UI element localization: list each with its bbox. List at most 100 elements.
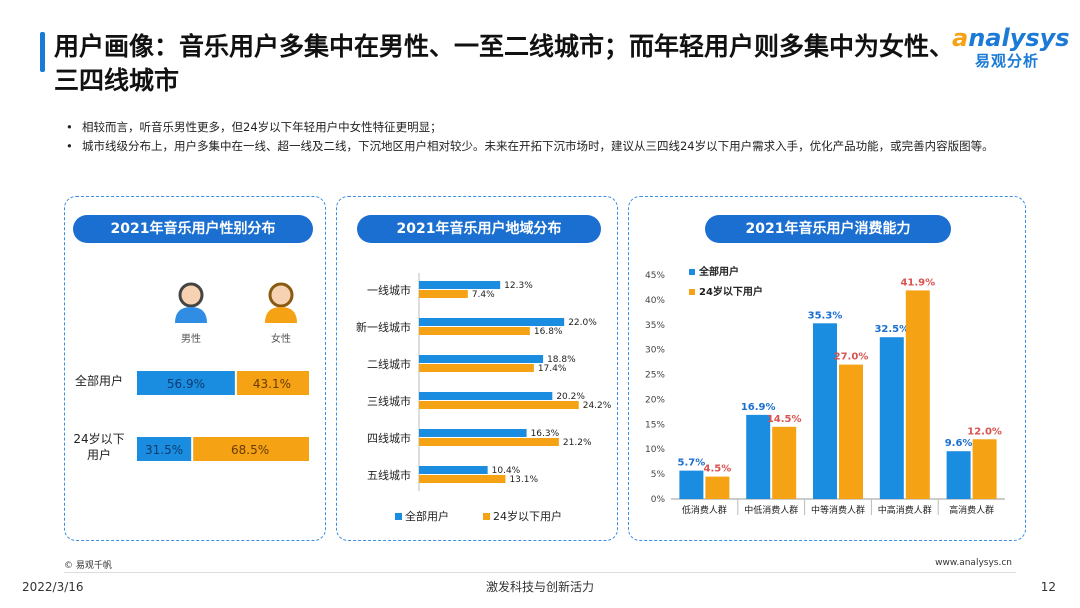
summary-bullets: 相较而言，听音乐男性更多，但24岁以下年轻用户中女性特征更明显； 城市线级分布上…: [66, 118, 1036, 156]
region-bar: [419, 401, 579, 409]
data-label: 27.0%: [834, 352, 869, 363]
data-label: 14.5%: [767, 414, 802, 425]
gender-panel: 2021年音乐用户性别分布 男性 女性 全部用户 56.9% 43.1% 24岁以下 用户 3…: [64, 196, 326, 541]
report-date: 2022/3/16: [22, 580, 84, 594]
x-tick-label: 高消费人群: [949, 504, 994, 516]
legend-swatch: [689, 269, 695, 275]
legend-label: 全部用户: [698, 265, 739, 278]
consumption-bar: [679, 470, 704, 499]
category-label: 新一线城市: [356, 320, 411, 334]
legend-label: 全部用户: [405, 509, 449, 523]
consumption-chart-title: 2021年音乐用户消费能力: [705, 215, 951, 243]
consumption-bar: [879, 337, 904, 499]
region-chart: 一线城市 12.3% 7.4% 新一线城市 22.0% 16.8% 二线城市 18.8%17.…: [356, 273, 612, 523]
region-bar: [419, 290, 468, 298]
y-tick-label: 5%: [651, 470, 666, 480]
y-tick-label: 40%: [645, 296, 665, 306]
region-bar: [419, 429, 527, 437]
data-label: 13.1%: [509, 475, 538, 485]
data-label: 16.3%: [531, 429, 560, 439]
legend-label: 24岁以下用户: [699, 285, 763, 298]
gender-bar: [137, 437, 192, 461]
data-label: 32.5%: [874, 324, 909, 335]
consumption-bar: [946, 451, 971, 499]
category-label: 三线城市: [367, 394, 411, 408]
data-label: 20.2%: [556, 392, 585, 402]
data-label: 68.5%: [231, 443, 269, 457]
logo-cn: 易观分析: [974, 52, 1039, 70]
consumption-bar: [905, 290, 930, 499]
data-label: 12.3%: [504, 281, 533, 291]
logo-en-a: a: [952, 24, 969, 52]
x-tick-label: 低消费人群: [682, 504, 727, 516]
x-tick-label: 中低消费人群: [744, 504, 798, 516]
legend-label: 24岁以下用户: [493, 509, 562, 523]
category-label: 24岁以下: [73, 431, 124, 446]
data-label: 16.8%: [534, 327, 563, 337]
legend-swatch: [395, 513, 402, 520]
data-label: 9.6%: [945, 438, 973, 449]
category-label: 五线城市: [367, 468, 411, 482]
y-tick-label: 10%: [645, 445, 665, 455]
region-bar: [419, 466, 488, 474]
male-body-icon: [175, 307, 207, 323]
data-label: 31.5%: [145, 443, 183, 457]
consumption-bar: [705, 476, 730, 499]
gender-chart-title: 2021年音乐用户性别分布: [73, 215, 313, 243]
data-label: 17.4%: [538, 364, 567, 374]
region-bar: [419, 327, 530, 335]
data-label: 7.4%: [472, 290, 495, 300]
region-bar: [419, 475, 506, 483]
male-avatar-icon: [178, 282, 204, 308]
x-tick-label: 中等消费人群: [811, 504, 865, 516]
region-bar: [419, 392, 553, 400]
data-label: 22.0%: [568, 318, 597, 328]
region-bar: [419, 281, 501, 289]
category-label: 一线城市: [367, 283, 411, 297]
website: www.analysys.cn: [935, 558, 1012, 568]
consumption-bar: [813, 323, 837, 499]
footer-divider: [64, 572, 1016, 573]
slogan: 激发科技与创新活力: [485, 580, 594, 594]
y-tick-label: 30%: [645, 346, 665, 356]
consumption-bar: [972, 439, 997, 499]
region-panel: 2021年音乐用户地域分布 一线城市 12.3% 7.4% 新一线城市 22.0% 16.…: [336, 196, 618, 541]
data-label: 35.3%: [808, 310, 843, 321]
female-avatar-icon: [268, 282, 294, 308]
consumption-bar: [839, 364, 863, 499]
y-tick-label: 45%: [645, 271, 665, 281]
category-label: 四线城市: [367, 431, 411, 445]
data-label: 56.9%: [167, 377, 205, 391]
consumption-bar: [772, 426, 797, 499]
x-tick-label: 中高消费人群: [878, 504, 932, 516]
page-number: 12: [1040, 580, 1056, 594]
y-tick-label: 0%: [651, 495, 666, 505]
category-label: 用户: [87, 447, 111, 462]
analysys-logo: analysys 易观分析: [952, 24, 1070, 71]
logo-en-rest: nalysys: [968, 24, 1070, 52]
data-label: 18.8%: [547, 355, 576, 365]
data-label: 4.5%: [704, 464, 732, 475]
category-label: 全部用户: [75, 373, 123, 388]
y-tick-label: 15%: [645, 420, 665, 430]
bullet-item: 城市线级分布上，用户多集中在一线、超一线及二线，下沉地区用户相对较少。未来在开拓…: [66, 137, 1036, 156]
gender-bar: [137, 371, 235, 395]
region-chart-title: 2021年音乐用户地域分布: [357, 215, 601, 243]
bullet-item: 相较而言，听音乐男性更多，但24岁以下年轻用户中女性特征更明显；: [66, 118, 1036, 137]
data-label: 10.4%: [492, 466, 521, 476]
title-accent-bar: [40, 32, 45, 72]
legend-swatch: [689, 289, 695, 295]
consumption-bar: [746, 414, 771, 499]
gender-bar: [236, 371, 309, 395]
female-body-icon: [265, 307, 297, 323]
y-tick-label: 20%: [645, 395, 665, 405]
legend-label: 男性: [181, 332, 201, 345]
gender-bar: [193, 437, 309, 461]
region-bar: [419, 355, 544, 363]
data-label: 5.7%: [678, 458, 706, 469]
data-label: 41.9%: [900, 277, 935, 288]
consumption-panel: 2021年音乐用户消费能力 0% 5% 10% 15% 20% 25% 30% 35% 40% 4…: [628, 196, 1026, 541]
data-label: 24.2%: [583, 401, 612, 411]
category-label: 二线城市: [367, 357, 411, 371]
data-label: 12.0%: [967, 426, 1002, 437]
